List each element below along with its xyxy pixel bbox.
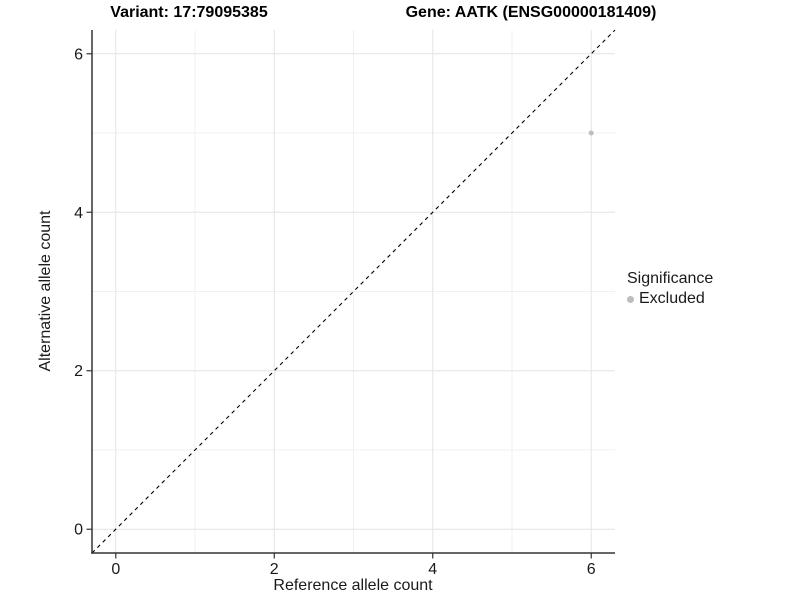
- legend-item-label: Excluded: [639, 290, 705, 307]
- y-tick-label: 2: [74, 363, 83, 380]
- legend-point-icon: [627, 295, 634, 303]
- y-tick-label: 4: [74, 205, 83, 222]
- legend-title: Significance: [627, 270, 714, 287]
- legend: Significance Excluded: [627, 270, 713, 308]
- identity-reference-line: [91, 29, 616, 554]
- y-axis-label: Alternative allele count: [37, 210, 54, 372]
- x-tick-label: 4: [428, 561, 437, 578]
- x-tick-label: 0: [111, 561, 120, 578]
- legend-item-excluded: Excluded: [627, 290, 713, 308]
- plot-title-gene: Gene: AATK (ENSG00000181409): [405, 4, 657, 21]
- x-axis-label: Reference allele count: [273, 577, 433, 594]
- data-point: [588, 130, 594, 136]
- x-tick-label: 6: [587, 561, 596, 578]
- y-tick-label: 0: [74, 522, 83, 539]
- plot-title-variant: Variant: 17:79095385: [110, 4, 268, 21]
- x-tick-label: 2: [270, 561, 279, 578]
- y-tick-label: 6: [74, 46, 83, 63]
